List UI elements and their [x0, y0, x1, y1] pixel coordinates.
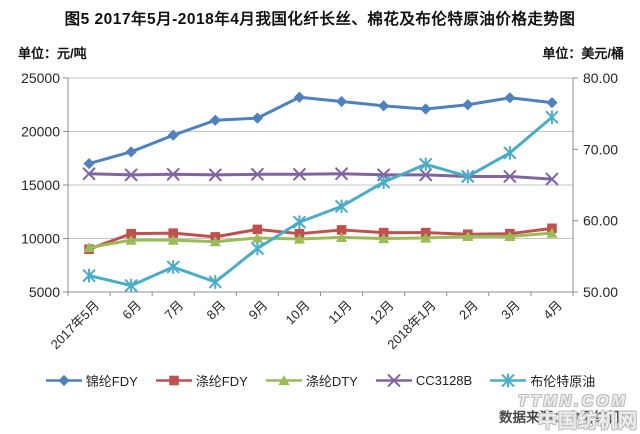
watermark-cn: 中国纺机网 — [537, 411, 638, 432]
square-marker-icon — [252, 224, 263, 235]
left-axis-tick-label: 20000 — [21, 124, 60, 140]
series-3 — [82, 167, 559, 186]
x-marker-icon — [293, 167, 306, 181]
legend-marker-icon — [375, 374, 412, 387]
diamond-marker-icon — [293, 91, 306, 103]
left-axis-tick-label: 5000 — [29, 284, 60, 300]
diamond-marker-icon — [420, 103, 432, 115]
square-marker-icon — [168, 375, 179, 386]
series-line — [88, 231, 553, 250]
x-axis-tick-label: 8月 — [203, 298, 228, 323]
triangle-marker-icon — [504, 230, 516, 241]
square-marker-icon — [336, 225, 347, 235]
triangle-marker-icon — [546, 227, 558, 238]
x-axis-tick-label: 9月 — [246, 298, 271, 323]
legend-marker-icon — [265, 375, 302, 386]
series-line — [88, 226, 553, 251]
diamond-marker-icon — [546, 97, 558, 109]
x-axis-tick-label: 12月 — [367, 298, 397, 328]
right-axis-tick-label: 60.00 — [583, 213, 618, 229]
triangle-marker-icon — [278, 375, 290, 386]
legend-label: 锦纶FDY — [85, 374, 138, 389]
legend-label: CC3128B — [415, 373, 473, 388]
left-axis-tick-label: 25000 — [21, 70, 60, 86]
series-4 — [82, 110, 559, 293]
x-axis-tick-label: 2017年5月 — [48, 298, 103, 353]
legend-marker-icon — [45, 374, 82, 387]
x-marker-icon — [250, 167, 264, 181]
diamond-marker-icon — [251, 112, 263, 124]
square-marker-icon — [168, 228, 179, 238]
legend-item-1: 涤纶FDY — [155, 371, 248, 390]
x-axis-tick-label: 11月 — [325, 298, 354, 327]
x-marker-icon — [503, 170, 517, 183]
triangle-marker-icon — [378, 233, 390, 244]
x-axis-tick-label: 2月 — [456, 298, 481, 323]
triangle-marker-icon — [251, 232, 263, 243]
right-axis-tick-label: 70.00 — [583, 141, 618, 157]
x-marker-icon — [419, 168, 433, 182]
x-axis-tick-label: 3月 — [498, 298, 523, 323]
x-axis-tick-label: 10月 — [283, 298, 313, 328]
x-marker-icon — [82, 167, 96, 181]
x-axis-tick-label: 4月 — [540, 298, 565, 323]
legend-label: 涤纶DTY — [305, 374, 358, 389]
legend-item-0: 锦纶FDY — [45, 371, 138, 390]
series-2 — [83, 227, 558, 253]
triangle-marker-icon — [293, 233, 306, 244]
right-axis-tick-label: 50.00 — [583, 284, 618, 300]
triangle-marker-icon — [462, 230, 474, 241]
triangle-marker-icon — [167, 234, 179, 245]
diamond-marker-icon — [378, 100, 390, 112]
legend-item-3: CC3128B — [375, 373, 472, 388]
legend-label: 涤纶FDY — [195, 374, 248, 389]
data-source-caption: 数据来源：中国纺机网 — [499, 410, 634, 425]
triangle-marker-icon — [420, 232, 432, 243]
diamond-marker-icon — [167, 129, 179, 141]
diamond-marker-icon — [335, 95, 348, 108]
x-marker-icon — [545, 172, 559, 186]
series-line — [88, 116, 553, 288]
diamond-marker-icon — [462, 99, 474, 111]
diamond-marker-icon — [504, 92, 516, 104]
x-marker-icon — [208, 168, 222, 182]
square-marker-icon — [126, 228, 136, 239]
diamond-marker-icon — [58, 374, 70, 387]
diamond-marker-icon — [125, 146, 137, 158]
left-axis-tick-label: 15000 — [21, 177, 60, 193]
legend-item-2: 涤纶DTY — [265, 371, 358, 390]
left-axis-unit-label: 单位：元/吨 — [18, 46, 87, 61]
triangle-marker-icon — [209, 236, 221, 247]
series-0 — [83, 91, 558, 170]
triangle-marker-icon — [83, 242, 95, 253]
legend-label: 布伦特原油 — [530, 374, 596, 389]
right-axis-unit-label: 单位：美元/桶 — [542, 46, 624, 61]
diamond-marker-icon — [83, 158, 95, 170]
x-marker-icon — [387, 374, 401, 387]
legend: 锦纶FDY 涤纶FDY 涤纶DTY CC3128B 布伦特原油 — [0, 371, 640, 390]
legend-marker-icon — [155, 375, 192, 386]
diamond-marker-icon — [209, 114, 221, 126]
left-axis-tick-label: 10000 — [21, 231, 60, 247]
chart-title: 图5 2017年5月-2018年4月我国化纤长丝、棉花及布伦特原油价格走势图 — [64, 11, 576, 28]
right-axis-tick-label: 80.00 — [583, 70, 618, 86]
legend-marker-icon — [490, 373, 527, 388]
x-axis-tick-label: 7月 — [161, 298, 186, 323]
triangle-marker-icon — [125, 234, 137, 245]
x-marker-icon — [335, 167, 348, 181]
legend-item-4: 布伦特原油 — [489, 371, 595, 390]
series-line — [88, 95, 553, 166]
series-line — [89, 172, 553, 181]
watermark-ttmn: TTMN.COM — [517, 393, 628, 410]
square-marker-icon — [378, 227, 389, 238]
x-marker-icon — [166, 167, 180, 181]
x-marker-icon — [124, 168, 138, 182]
triangle-marker-icon — [335, 232, 348, 243]
x-axis-tick-label: 6月 — [119, 298, 144, 323]
